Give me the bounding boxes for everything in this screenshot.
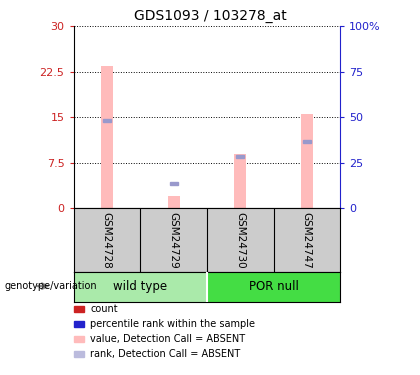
Text: wild type: wild type: [113, 280, 167, 293]
Text: POR null: POR null: [249, 280, 299, 293]
Bar: [236, 155, 244, 158]
Text: GSM24728: GSM24728: [102, 211, 112, 268]
Bar: [303, 140, 311, 143]
Text: GSM24729: GSM24729: [168, 211, 178, 268]
Text: count: count: [90, 304, 118, 314]
Bar: [168, 196, 179, 208]
Bar: [103, 119, 111, 122]
Text: percentile rank within the sample: percentile rank within the sample: [90, 320, 255, 329]
Bar: [101, 66, 113, 208]
Text: rank, Detection Call = ABSENT: rank, Detection Call = ABSENT: [90, 350, 241, 359]
Text: value, Detection Call = ABSENT: value, Detection Call = ABSENT: [90, 334, 245, 344]
Bar: [301, 114, 313, 208]
Text: genotype/variation: genotype/variation: [4, 281, 97, 291]
Bar: [74, 272, 207, 302]
Text: GDS1093 / 103278_at: GDS1093 / 103278_at: [134, 9, 286, 23]
Text: GSM24747: GSM24747: [302, 211, 312, 268]
Bar: [234, 154, 246, 208]
Text: GSM24730: GSM24730: [235, 211, 245, 268]
Bar: [207, 272, 340, 302]
Bar: [170, 182, 178, 185]
